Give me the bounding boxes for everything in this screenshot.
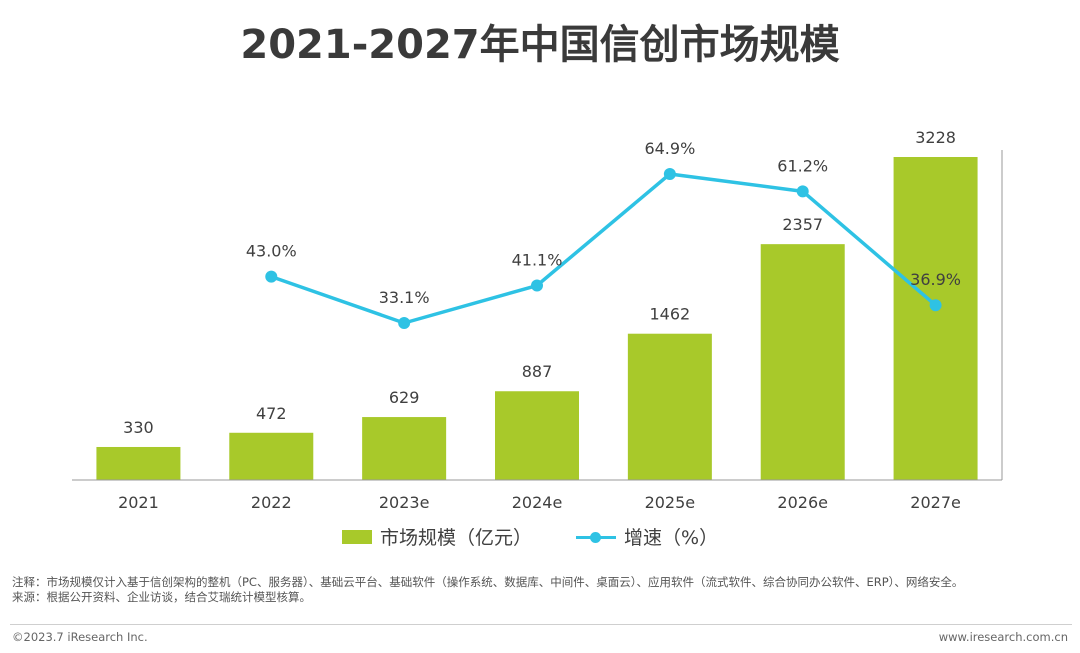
copyright-text: ©2023.7 iResearch Inc. [12,630,148,644]
website-text: www.iresearch.com.cn [938,630,1068,644]
chart-title: 2021-2027年中国信创市场规模 [240,22,840,68]
legend-line-swatch [576,530,617,544]
bar-2022 [229,432,314,480]
bar-value-label: 1462 [649,305,690,324]
bar-2025e [627,333,712,480]
bar-2024e [495,391,579,480]
growth-value-label: 61.2% [777,156,828,175]
x-tick-label: 2025e [645,493,696,512]
bar-value-label: 629 [389,388,420,407]
legend-bar-swatch [342,529,372,544]
legend: 市场规模（亿元） 增速（%） [342,523,762,550]
growth-point [531,279,543,292]
footnotes: 注释：市场规模仅计入基于信创架构的整机（PC、服务器）、基础云平台、基础软件（操… [12,575,1072,605]
growth-point [265,270,278,283]
x-tick-label: 2022 [251,493,292,512]
bar-value-label: 330 [123,418,154,437]
legend-item-bar: 市场规模（亿元） [342,523,532,550]
bar-2021 [96,446,181,480]
growth-point [663,168,676,180]
growth-point [398,317,411,329]
legend-item-line: 增速（%） [576,523,718,550]
legend-line-label: 增速（%） [624,527,719,549]
x-tick-label: 2026e [777,493,828,512]
x-tick-label: 2024e [512,493,563,512]
growth-point [796,185,809,198]
growth-line [270,172,937,325]
x-tick-label: 2021 [118,493,159,512]
growth-value-label: 64.9% [644,139,695,158]
bar-value-label: 2357 [782,215,823,234]
bar-2027e [893,157,978,480]
note-text: 注释：市场规模仅计入基于信创架构的整机（PC、服务器）、基础云平台、基础软件（操… [12,575,964,589]
bar-2026e [760,244,845,480]
x-tick-label: 2023e [379,493,430,512]
growth-value-label: 41.1% [512,251,563,270]
bar-value-label: 3228 [915,128,956,147]
legend-bar-label: 市场规模（亿元） [380,527,533,549]
growth-value-label: 43.0% [246,242,297,261]
footer-divider [10,624,1072,625]
bar-2023e [362,417,447,480]
growth-value-label: 33.1% [379,288,430,307]
growth-value-label: 36.9% [910,270,961,289]
growth-point [929,299,942,312]
chart-area: 330 2021 472 2022 629 2023e 887 2024e 1462 2025e 2… [72,128,1003,512]
source-text: 来源：根据公开资料、企业访谈，结合艾瑞统计模型核算。 [12,590,311,604]
x-tick-label: 2027e [910,493,961,512]
bar-value-label: 887 [522,362,553,381]
bar-value-label: 472 [256,404,287,423]
